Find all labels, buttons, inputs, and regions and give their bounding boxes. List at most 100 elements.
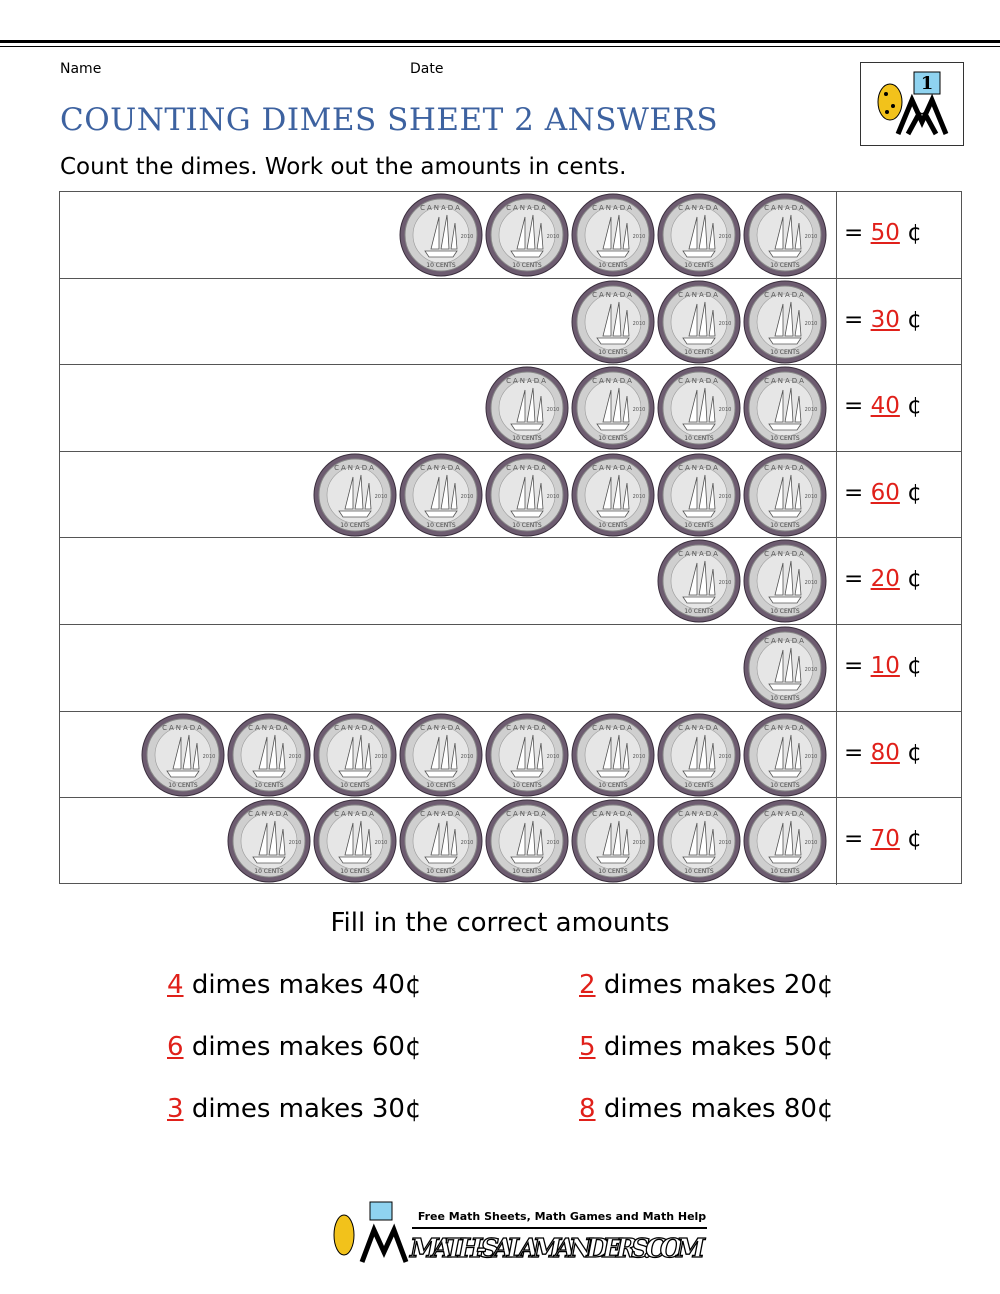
answer-value: 10 [870,653,900,679]
unit: ¢ [907,826,922,853]
dime: CANADA 2010 10 CENTS [657,799,741,883]
coin-year: 2010 [805,580,818,586]
answer: = 20 ¢ [844,566,922,592]
fill-answer: 4 [167,970,184,1000]
coin-denomination: 10 CENTS [770,608,800,615]
answer: = 80 ¢ [844,740,922,766]
coin-year: 2010 [461,234,474,240]
fill-item: 2 dimes makes 20¢ [579,970,834,1000]
coin-year: 2010 [719,494,732,500]
dime: CANADA 2010 10 CENTS [571,280,655,364]
equals-sign: = [844,306,864,333]
dime: CANADA 2010 10 CENTS [313,453,397,537]
coin-year: 2010 [289,840,302,846]
equals-sign: = [844,220,864,246]
table-row: CANADA 2010 10 CENTS = 10 ¢ [60,625,961,712]
coin-denomination: 10 CENTS [684,349,714,356]
coin-denomination: 10 CENTS [770,262,800,269]
coin-country: CANADA [678,377,720,385]
answer: = 70 ¢ [844,826,922,852]
coin-year: 2010 [805,407,818,413]
coin-year: 2010 [805,321,818,327]
coin-denomination: 10 CENTS [684,435,714,442]
fill-item: 6 dimes makes 60¢ [167,1032,422,1062]
fill-answer: 5 [579,1032,596,1062]
answer-value: 30 [870,306,900,333]
coin-ship [510,821,544,864]
dime: CANADA 2010 10 CENTS [485,713,569,797]
coin-year: 2010 [375,754,388,760]
equals-sign: = [844,479,864,506]
name-label: Name [60,61,102,77]
coin-year: 2010 [547,494,560,500]
coin-denomination: 10 CENTS [340,782,370,789]
dime: CANADA 2010 10 CENTS [571,193,655,277]
dime: CANADA 2010 10 CENTS [657,280,741,364]
coin-country: CANADA [334,724,376,732]
coin-ship [682,388,716,431]
coin-ship [596,301,630,344]
coin-ship [424,214,458,258]
coin-country: CANADA [506,464,548,472]
dime: CANADA 2010 10 CENTS [227,799,311,883]
dime: CANADA 2010 10 CENTS [657,366,741,450]
coin-ship [424,734,458,777]
coin-year: 2010 [719,840,732,846]
coin-ship [768,821,802,864]
coin-denomination: 10 CENTS [512,522,542,529]
fill-text: dimes makes 20¢ [603,970,834,1000]
coin-denomination: 10 CENTS [598,522,628,529]
equals-sign: = [844,566,864,593]
coin-denomination: 10 CENTS [684,782,714,789]
coin-denomination: 10 CENTS [426,868,456,875]
coin-country: CANADA [420,464,462,472]
coin-year: 2010 [805,754,818,760]
dime: CANADA 2010 10 CENTS [399,453,483,537]
equals-sign: = [844,653,864,679]
dime: CANADA 2010 10 CENTS [571,453,655,537]
coin-denomination: 10 CENTS [770,522,800,529]
coin-country: CANADA [592,724,634,732]
coin-year: 2010 [719,321,732,327]
coin-denomination: 10 CENTS [770,349,800,356]
dime: CANADA 2010 10 CENTS [743,193,827,277]
answer: = 40 ¢ [844,393,922,419]
dime: CANADA 2010 10 CENTS [485,453,569,537]
coin-country: CANADA [506,377,548,385]
rule [0,46,1000,47]
coin-ship [338,474,372,518]
coin-country: CANADA [506,810,548,818]
fill-text: dimes makes 30¢ [191,1094,422,1124]
coin-country: CANADA [678,204,720,212]
fill-text: dimes makes 80¢ [603,1094,834,1124]
coin-group: CANADA 2010 10 CENTS CANADA 2010 10 CENTS CANA… [60,192,837,278]
coin-country: CANADA [592,291,634,299]
coin-year: 2010 [461,754,474,760]
answer: = 50 ¢ [844,220,922,246]
table-row: CANADA 2010 10 CENTS CANADA 2010 10 CENTS = 20… [60,538,961,625]
coin-year: 2010 [633,494,646,500]
coin-country: CANADA [334,810,376,818]
coin-country: CANADA [334,464,376,472]
dime: CANADA 2010 10 CENTS [313,713,397,797]
dime: CANADA 2010 10 CENTS [743,539,827,623]
unit: ¢ [907,479,922,506]
coin-year: 2010 [461,494,474,500]
coin-year: 2010 [547,840,560,846]
coin-denomination: 10 CENTS [684,608,714,615]
coin-year: 2010 [633,840,646,846]
answer-value: 60 [870,479,900,506]
coin-ship [338,821,372,864]
equals-sign: = [844,826,864,853]
answer-value: 40 [870,393,900,420]
coin-denomination: 10 CENTS [598,782,628,789]
coin-group: CANADA 2010 10 CENTS CANADA 2010 10 CENTS CANA… [60,451,837,538]
coin-year: 2010 [547,407,560,413]
coin-ship [424,821,458,864]
instruction: Count the dimes. Work out the amounts in… [60,154,627,180]
coin-denomination: 10 CENTS [340,868,370,875]
coin-denomination: 10 CENTS [770,435,800,442]
fill-answer: 3 [167,1094,184,1124]
table-row: CANADA 2010 10 CENTS CANADA 2010 10 CENTS CANA… [60,192,961,279]
